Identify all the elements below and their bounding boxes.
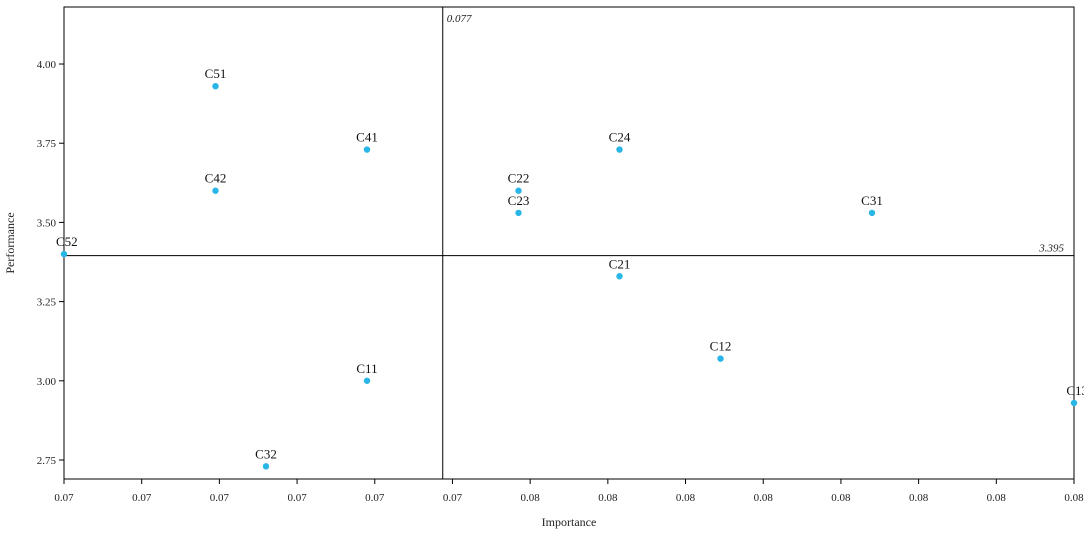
- point-c51: [212, 82, 219, 90]
- x-axis-ticks: 0.07 0.07 0.07 0.07 0.07 0.07 0.08 0.08 0.08 0.08…: [54, 479, 1084, 504]
- x-tick-label: 0.08: [831, 492, 851, 504]
- point-c21: [616, 273, 623, 280]
- point-c42: [212, 187, 219, 194]
- x-tick-label: 0.08: [1064, 492, 1084, 504]
- performance-reference-label: 3.395: [1038, 243, 1064, 255]
- x-tick-label: 0.07: [54, 492, 74, 504]
- point-label-c24: C24: [609, 130, 631, 145]
- point-c23: [515, 209, 522, 217]
- point-c52: [60, 250, 68, 258]
- plot-frame: [63, 6, 1075, 480]
- y-tick-label: 3.50: [37, 217, 57, 229]
- x-tick-label: 0.08: [676, 492, 696, 504]
- x-tick-label: 0.08: [909, 492, 929, 504]
- x-tick-label: 0.07: [365, 492, 385, 504]
- point-label-c23: C23: [508, 193, 530, 208]
- point-c32: [262, 463, 270, 470]
- point-label-c31: C31: [861, 193, 883, 208]
- y-axis-title: Performance: [3, 212, 17, 273]
- point-c24: [616, 146, 623, 153]
- point-label-c32: C32: [255, 446, 277, 461]
- x-tick-label: 0.08: [521, 492, 541, 504]
- point-c41: [363, 146, 371, 153]
- x-tick-label: 0.08: [754, 492, 774, 504]
- x-tick-label: 0.07: [287, 492, 307, 504]
- importance-reference-label: 0.077: [447, 13, 472, 25]
- x-tick-label: 0.08: [987, 492, 1007, 504]
- point-label-c51: C51: [205, 66, 227, 81]
- point-label-c13: C13: [1066, 383, 1084, 398]
- point-c12: [717, 355, 724, 362]
- data-points: C51 C41 C42 C52 C11 C32 C24 C22 C23 C31 C21 C12 C13: [56, 66, 1084, 470]
- point-label-c52: C52: [56, 234, 78, 249]
- y-tick-label: 3.75: [37, 138, 57, 150]
- y-axis-ticks: 2.75 3.00 3.25 3.50 3.75 4.00: [37, 59, 64, 467]
- point-label-c21: C21: [609, 256, 631, 271]
- point-c11: [363, 377, 371, 384]
- y-tick-label: 3.00: [37, 376, 57, 388]
- x-axis-title: Importance: [542, 515, 597, 529]
- y-tick-label: 2.75: [37, 455, 57, 467]
- x-tick-label: 0.07: [132, 492, 152, 504]
- y-tick-label: 3.25: [37, 297, 57, 309]
- point-c13: [1070, 399, 1078, 407]
- point-label-c42: C42: [205, 171, 227, 186]
- x-tick-label: 0.07: [443, 492, 463, 504]
- y-tick-label: 4.00: [37, 59, 57, 71]
- x-tick-label: 0.08: [598, 492, 618, 504]
- point-label-c12: C12: [710, 339, 732, 354]
- point-label-c22: C22: [508, 171, 530, 186]
- x-tick-label: 0.07: [210, 492, 230, 504]
- point-c31: [868, 209, 876, 217]
- point-label-c41: C41: [356, 130, 378, 145]
- point-label-c11: C11: [356, 361, 377, 376]
- point-c22: [515, 187, 522, 194]
